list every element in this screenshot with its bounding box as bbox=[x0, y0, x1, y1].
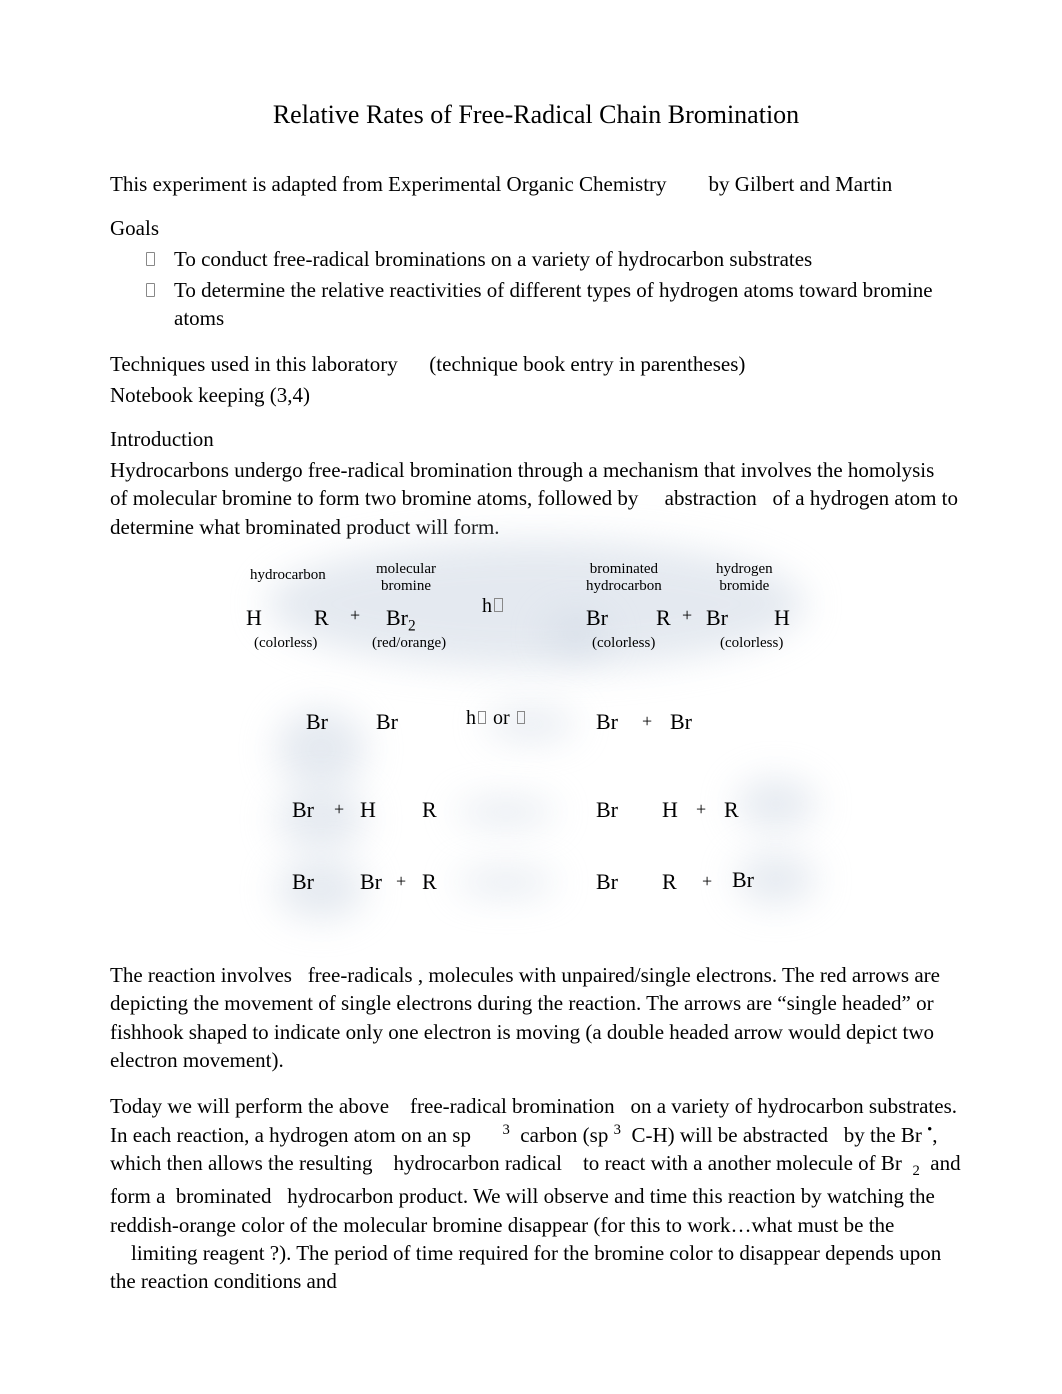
label-molecular-bromine: molecularbromine bbox=[376, 561, 436, 594]
td-hcr: hydrocarbon radical bbox=[393, 1151, 562, 1175]
plus-r2: + bbox=[642, 711, 653, 732]
atom-br-r2a: Br bbox=[306, 709, 328, 735]
atom-r-prod: R bbox=[656, 605, 671, 631]
plus-sign: + bbox=[350, 605, 361, 626]
intro-homolysis: homolysis bbox=[848, 458, 934, 482]
td-t5: by the Br bbox=[838, 1123, 921, 1147]
intro-t2: of molecular bromine to form two bromine… bbox=[110, 486, 644, 510]
delta-placeholder-icon bbox=[517, 711, 525, 724]
td-sub2: 2 bbox=[912, 1163, 919, 1179]
atom-br-r3: Br bbox=[292, 797, 314, 823]
atom-br-r2c: Br bbox=[596, 709, 618, 735]
adapted-line: This experiment is adapted from Experime… bbox=[110, 170, 962, 198]
td-t1: Today we will perform the above bbox=[110, 1094, 394, 1118]
atom-br-hbr: Br bbox=[706, 605, 728, 631]
atom-br-r4a: Br bbox=[292, 869, 314, 895]
reaction-diagram-wrap: hydrocarbon molecularbromine brominatedh… bbox=[110, 559, 962, 939]
atom-r-r4: R bbox=[422, 869, 437, 895]
goals-list: To conduct free-radical brominations on … bbox=[140, 245, 962, 332]
document-page: Relative Rates of Free-Radical Chain Bro… bbox=[0, 0, 1062, 1394]
paren-colorless-3: (colorless) bbox=[720, 635, 783, 652]
atom-h: H bbox=[246, 605, 262, 631]
br2-sub: 2 bbox=[408, 617, 416, 634]
td-abstracted: abstracted bbox=[743, 1123, 828, 1147]
label-brominated-hydrocarbon: brominatedhydrocarbon bbox=[586, 561, 662, 594]
paren-colorless-1: (colorless) bbox=[254, 635, 317, 652]
atom-br-prod: Br bbox=[586, 605, 608, 631]
td-t3: carbon (sp bbox=[515, 1123, 608, 1147]
blur-blob-c bbox=[276, 859, 366, 919]
label-hydrogen-bromide: hydrogenbromide bbox=[716, 561, 773, 594]
paren-colorless-2: (colorless) bbox=[592, 635, 655, 652]
atom-h-hbr: H bbox=[774, 605, 790, 631]
plus-r4b: + bbox=[702, 871, 713, 892]
td-t4: C-H) will be bbox=[626, 1123, 743, 1147]
intro-heading: Introduction bbox=[110, 427, 962, 452]
nu-placeholder2-icon bbox=[478, 711, 486, 724]
td-frb: free-radical bromination bbox=[410, 1094, 615, 1118]
plus-r3b: + bbox=[696, 799, 707, 820]
freeradicals-para: The reaction involves free-radicals , mo… bbox=[110, 961, 962, 1074]
label-hydrocarbon: hydrocarbon bbox=[250, 567, 326, 584]
intro-abstraction: abstraction bbox=[665, 486, 757, 510]
atom-h-r3: H bbox=[360, 797, 376, 823]
plus-r4a: + bbox=[396, 871, 407, 892]
atom-br-r4c: Br bbox=[596, 869, 618, 895]
atom-br-r2d: Br bbox=[670, 709, 692, 735]
intro-para: Hydrocarbons undergo free-radical bromin… bbox=[110, 456, 962, 541]
atom-r: R bbox=[314, 605, 329, 631]
plus-sign-2: + bbox=[682, 605, 693, 626]
hv-label: h bbox=[482, 595, 503, 618]
blur-blob-b bbox=[276, 789, 366, 849]
reaction-diagram: hydrocarbon molecularbromine brominatedh… bbox=[226, 559, 846, 939]
td-brominated: brominated bbox=[176, 1184, 272, 1208]
intro-t1: Hydrocarbons undergo free-radical bromin… bbox=[110, 458, 848, 482]
atom-br-r4b: Br bbox=[360, 869, 382, 895]
td-sup3a: 3 bbox=[502, 1122, 509, 1138]
blur-blob-e bbox=[456, 799, 556, 825]
blur-blob-g bbox=[736, 779, 816, 829]
goal-item: To conduct free-radical brominations on … bbox=[140, 245, 962, 273]
goal-item: To determine the relative reactivities o… bbox=[140, 276, 962, 333]
goals-heading: Goals bbox=[110, 216, 962, 241]
td-t7: to react with a another molecule of Br bbox=[578, 1151, 902, 1175]
techniques-notebook: Notebook keeping (3,4) bbox=[110, 381, 962, 409]
techniques-label: Techniques used in this laboratory bbox=[110, 352, 398, 376]
atom-r-r3b: R bbox=[724, 797, 739, 823]
td-limiting: limiting reagent bbox=[131, 1241, 265, 1265]
techniques-line: Techniques used in this laboratory (tech… bbox=[110, 350, 962, 378]
td-sup3b: 3 bbox=[614, 1122, 621, 1138]
adapted-source: Experimental Organic Chemistry bbox=[388, 172, 666, 196]
atom-br-r3b: Br bbox=[596, 797, 618, 823]
today-para: Today we will perform the above free-rad… bbox=[110, 1092, 962, 1295]
blur-blob-f bbox=[456, 869, 556, 895]
atom-h-r3b: H bbox=[662, 797, 678, 823]
nu-placeholder-icon bbox=[494, 598, 503, 612]
fr-term: free-radicals bbox=[308, 963, 413, 987]
plus-r3a: + bbox=[334, 799, 345, 820]
adapted-by: by Gilbert and Martin bbox=[703, 172, 892, 196]
fr-t1: The reaction involves bbox=[110, 963, 297, 987]
atom-r-r4b: R bbox=[662, 869, 677, 895]
page-title: Relative Rates of Free-Radical Chain Bro… bbox=[110, 100, 962, 130]
atom-r-r3: R bbox=[422, 797, 437, 823]
hv-or-delta: h or bbox=[466, 707, 525, 730]
atom-br2: Br2 bbox=[386, 605, 416, 635]
adapted-prefix: This experiment is adapted from bbox=[110, 172, 388, 196]
atom-br-r4d: Br bbox=[732, 867, 754, 893]
atom-br-r2b: Br bbox=[376, 709, 398, 735]
techniques-paren: (technique book entry in parentheses) bbox=[429, 352, 745, 376]
paren-redorange: (red/orange) bbox=[372, 635, 446, 652]
